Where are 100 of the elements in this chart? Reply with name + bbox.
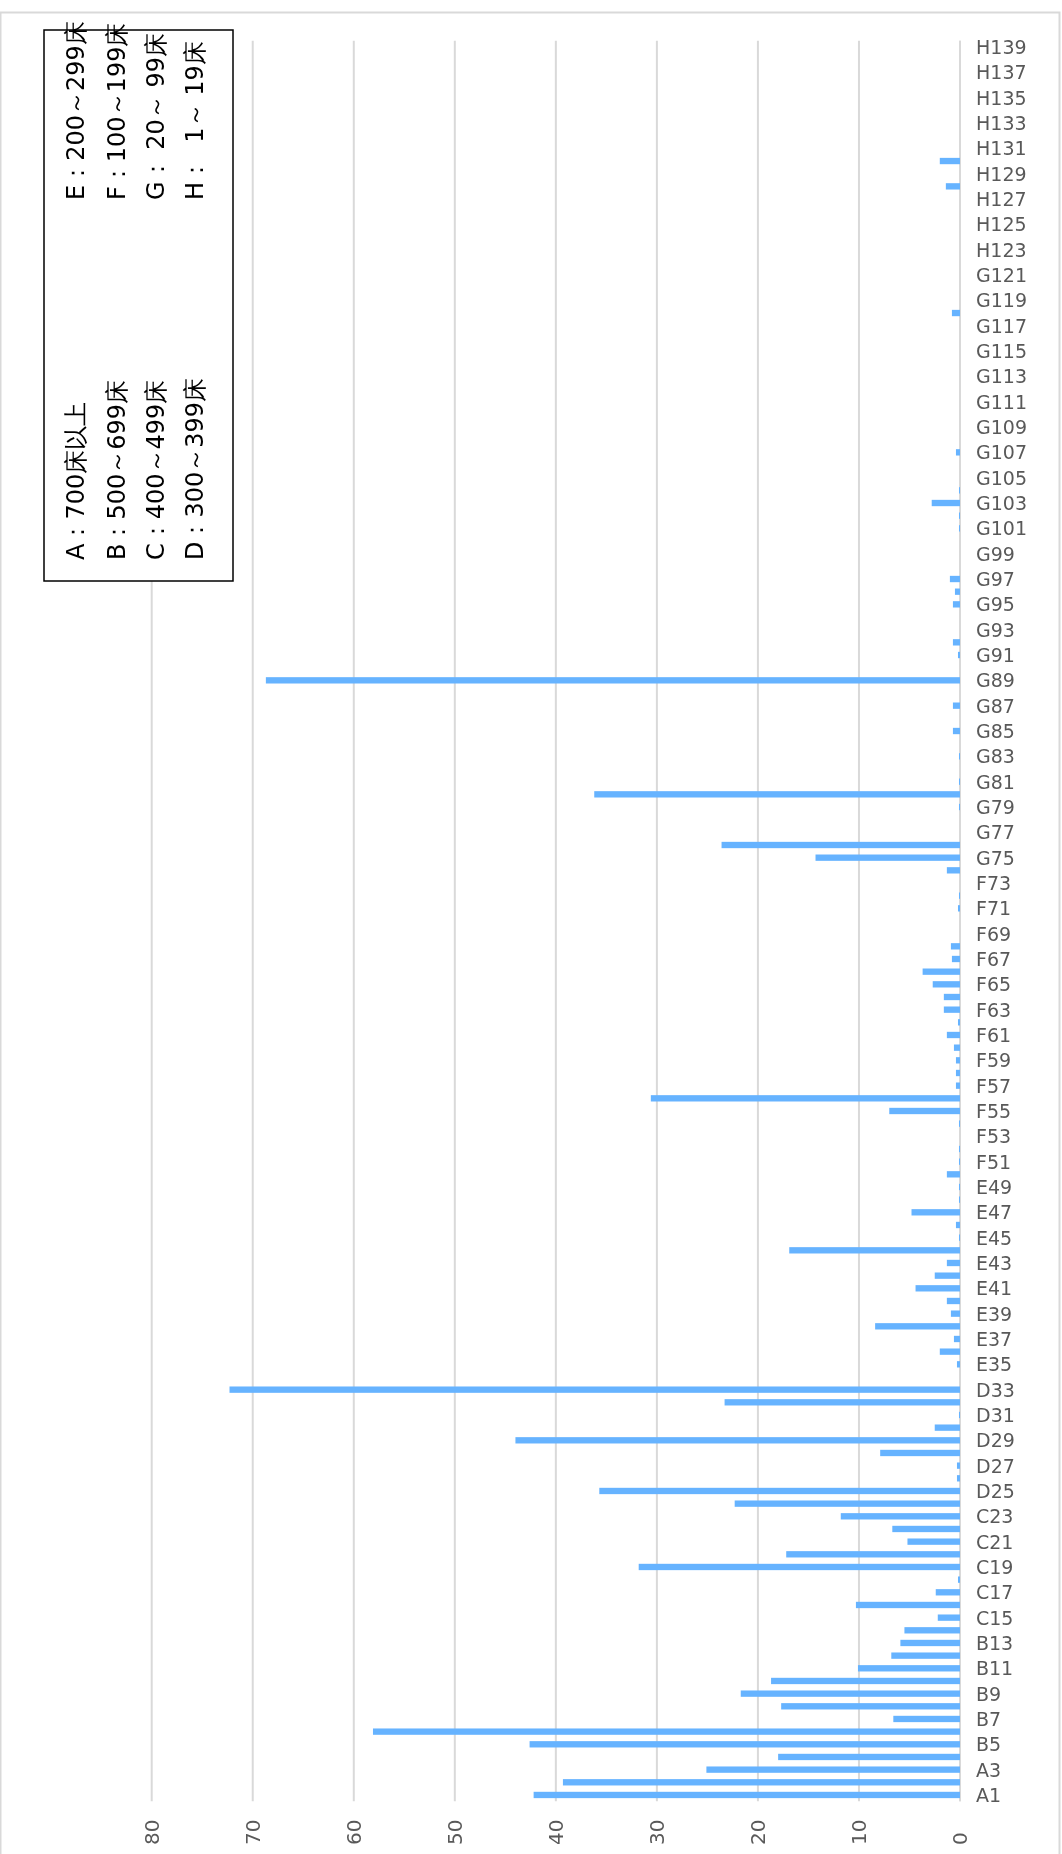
x-tick-label: 40: [543, 1819, 568, 1845]
y-tick-label: E47: [976, 1201, 1013, 1224]
y-tick-label: H129: [976, 162, 1027, 185]
y-tick-label: B7: [976, 1707, 1002, 1730]
bar: [945, 183, 960, 190]
bar: [372, 1728, 960, 1735]
bar: [943, 1006, 960, 1013]
y-tick-label: G117: [976, 314, 1027, 337]
bar: [950, 1310, 960, 1317]
y-tick-label: G111: [976, 390, 1027, 413]
bar: [515, 1437, 960, 1444]
bar: [781, 1703, 960, 1710]
bar: [943, 993, 960, 1001]
bar: [950, 943, 960, 950]
bar: [724, 1399, 960, 1406]
bar: [946, 1171, 960, 1178]
bar: [900, 1639, 960, 1647]
bar: [907, 1538, 960, 1545]
y-tick-label: G101: [976, 517, 1027, 540]
bar: [946, 1031, 960, 1039]
bar: [880, 1449, 960, 1457]
y-tick-label: F55: [976, 1099, 1012, 1122]
bar: [599, 1487, 960, 1495]
y-tick-label: G95: [976, 593, 1015, 616]
y-tick-label: C17: [976, 1581, 1014, 1604]
bar: [946, 1259, 960, 1267]
bar: [953, 1044, 960, 1051]
x-tick-label: 30: [644, 1819, 669, 1845]
bar: [740, 1690, 960, 1697]
y-tick-label: G115: [976, 340, 1027, 363]
bar: [529, 1741, 960, 1748]
bar: [789, 1247, 960, 1254]
y-tick-label: G103: [976, 492, 1027, 515]
bar: [955, 1221, 960, 1229]
y-tick-label: F51: [976, 1150, 1012, 1173]
y-tick-label: H125: [976, 213, 1027, 236]
y-tick-label: A1: [976, 1783, 1002, 1806]
y-tick-label: E45: [976, 1226, 1013, 1249]
bar: [952, 727, 960, 735]
x-tick-label: 50: [442, 1819, 467, 1845]
bar: [956, 1462, 960, 1469]
y-tick-label: F57: [976, 1074, 1012, 1097]
bar: [939, 157, 960, 165]
bar: [706, 1766, 960, 1773]
bar: [533, 1791, 960, 1799]
annotation: H： 1～ 19床: [181, 41, 209, 200]
bar: [952, 601, 960, 608]
y-tick-label: G121: [976, 264, 1027, 287]
annotation: C：400～499床: [142, 379, 170, 560]
bar: [594, 791, 960, 798]
bar: [946, 867, 960, 874]
bar: [875, 1323, 960, 1330]
y-tick-label: G105: [976, 466, 1027, 489]
y-tick-label: F59: [976, 1049, 1012, 1072]
bar: [771, 1677, 960, 1685]
y-tick-label: G75: [976, 846, 1015, 869]
bar: [855, 1601, 960, 1609]
text: A：700床以上: [62, 401, 90, 560]
y-tick-label: H135: [976, 86, 1027, 109]
y-tick-label: G97: [976, 568, 1015, 591]
bar: [638, 1563, 960, 1571]
y-tick-label: E49: [976, 1175, 1013, 1198]
y-tick-label: E43: [976, 1251, 1013, 1274]
bar: [922, 968, 960, 975]
text: B：500～699床: [103, 379, 131, 560]
bar: [893, 1715, 960, 1723]
y-tick-label: G109: [976, 416, 1027, 439]
y-tick-label: F69: [976, 922, 1012, 945]
x-tick-label: 60: [341, 1819, 366, 1845]
y-tick-label: B11: [976, 1657, 1014, 1680]
bar: [956, 1475, 960, 1482]
bar: [956, 1361, 960, 1368]
bar: [952, 639, 960, 646]
y-tick-label: C15: [976, 1606, 1014, 1629]
y-tick-label: F63: [976, 998, 1012, 1021]
x-tick-label: 10: [846, 1819, 871, 1845]
bar: [934, 1424, 960, 1431]
x-tick-label: 20: [745, 1819, 770, 1845]
y-tick-label: C21: [976, 1530, 1014, 1553]
y-tick-label: G87: [976, 694, 1015, 717]
y-tick-label: B9: [976, 1682, 1002, 1705]
y-tick-label: E39: [976, 1302, 1013, 1325]
bar: [934, 1272, 960, 1279]
y-tick-label: D27: [976, 1454, 1015, 1477]
bar: [952, 702, 960, 709]
bar: [955, 1082, 960, 1089]
bar: [786, 1551, 960, 1558]
text: E：200～299床: [62, 21, 90, 200]
y-tick-label: H123: [976, 238, 1027, 261]
y-tick-label: D31: [976, 1403, 1015, 1426]
y-tick-label: B5: [976, 1733, 1002, 1756]
bar: [937, 1614, 960, 1621]
y-tick-label: E37: [976, 1327, 1013, 1350]
y-tick-label: H133: [976, 112, 1027, 135]
y-tick-label: G93: [976, 618, 1015, 641]
y-tick-label: F53: [976, 1125, 1012, 1148]
y-tick-label: G119: [976, 289, 1027, 312]
bar: [931, 499, 960, 507]
bar: [721, 841, 960, 849]
bar: [953, 1335, 960, 1343]
